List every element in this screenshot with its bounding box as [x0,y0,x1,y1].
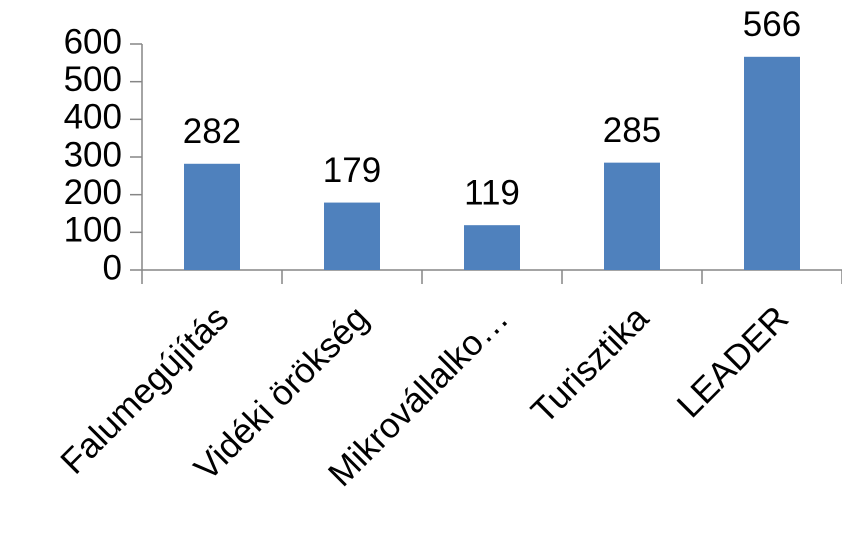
y-tick-label: 200 [64,173,122,212]
bar [184,163,240,270]
y-tick-label: 400 [64,98,122,137]
bar [744,56,800,270]
x-tick-label: Turisztika [524,298,657,431]
bar [324,202,380,270]
bar [464,225,520,270]
data-label: 282 [183,112,241,151]
bar [604,162,660,270]
y-tick-label: 300 [64,135,122,174]
x-tick-label: LEADER [670,299,797,426]
data-label: 119 [464,173,520,212]
data-label: 285 [603,111,661,150]
data-label: 179 [323,151,381,190]
y-tick-label: 0 [103,248,122,287]
y-tick-label: 500 [64,60,122,99]
data-label: 566 [743,5,801,44]
y-tick-label: 600 [64,22,122,61]
y-tick-label: 100 [64,211,122,250]
